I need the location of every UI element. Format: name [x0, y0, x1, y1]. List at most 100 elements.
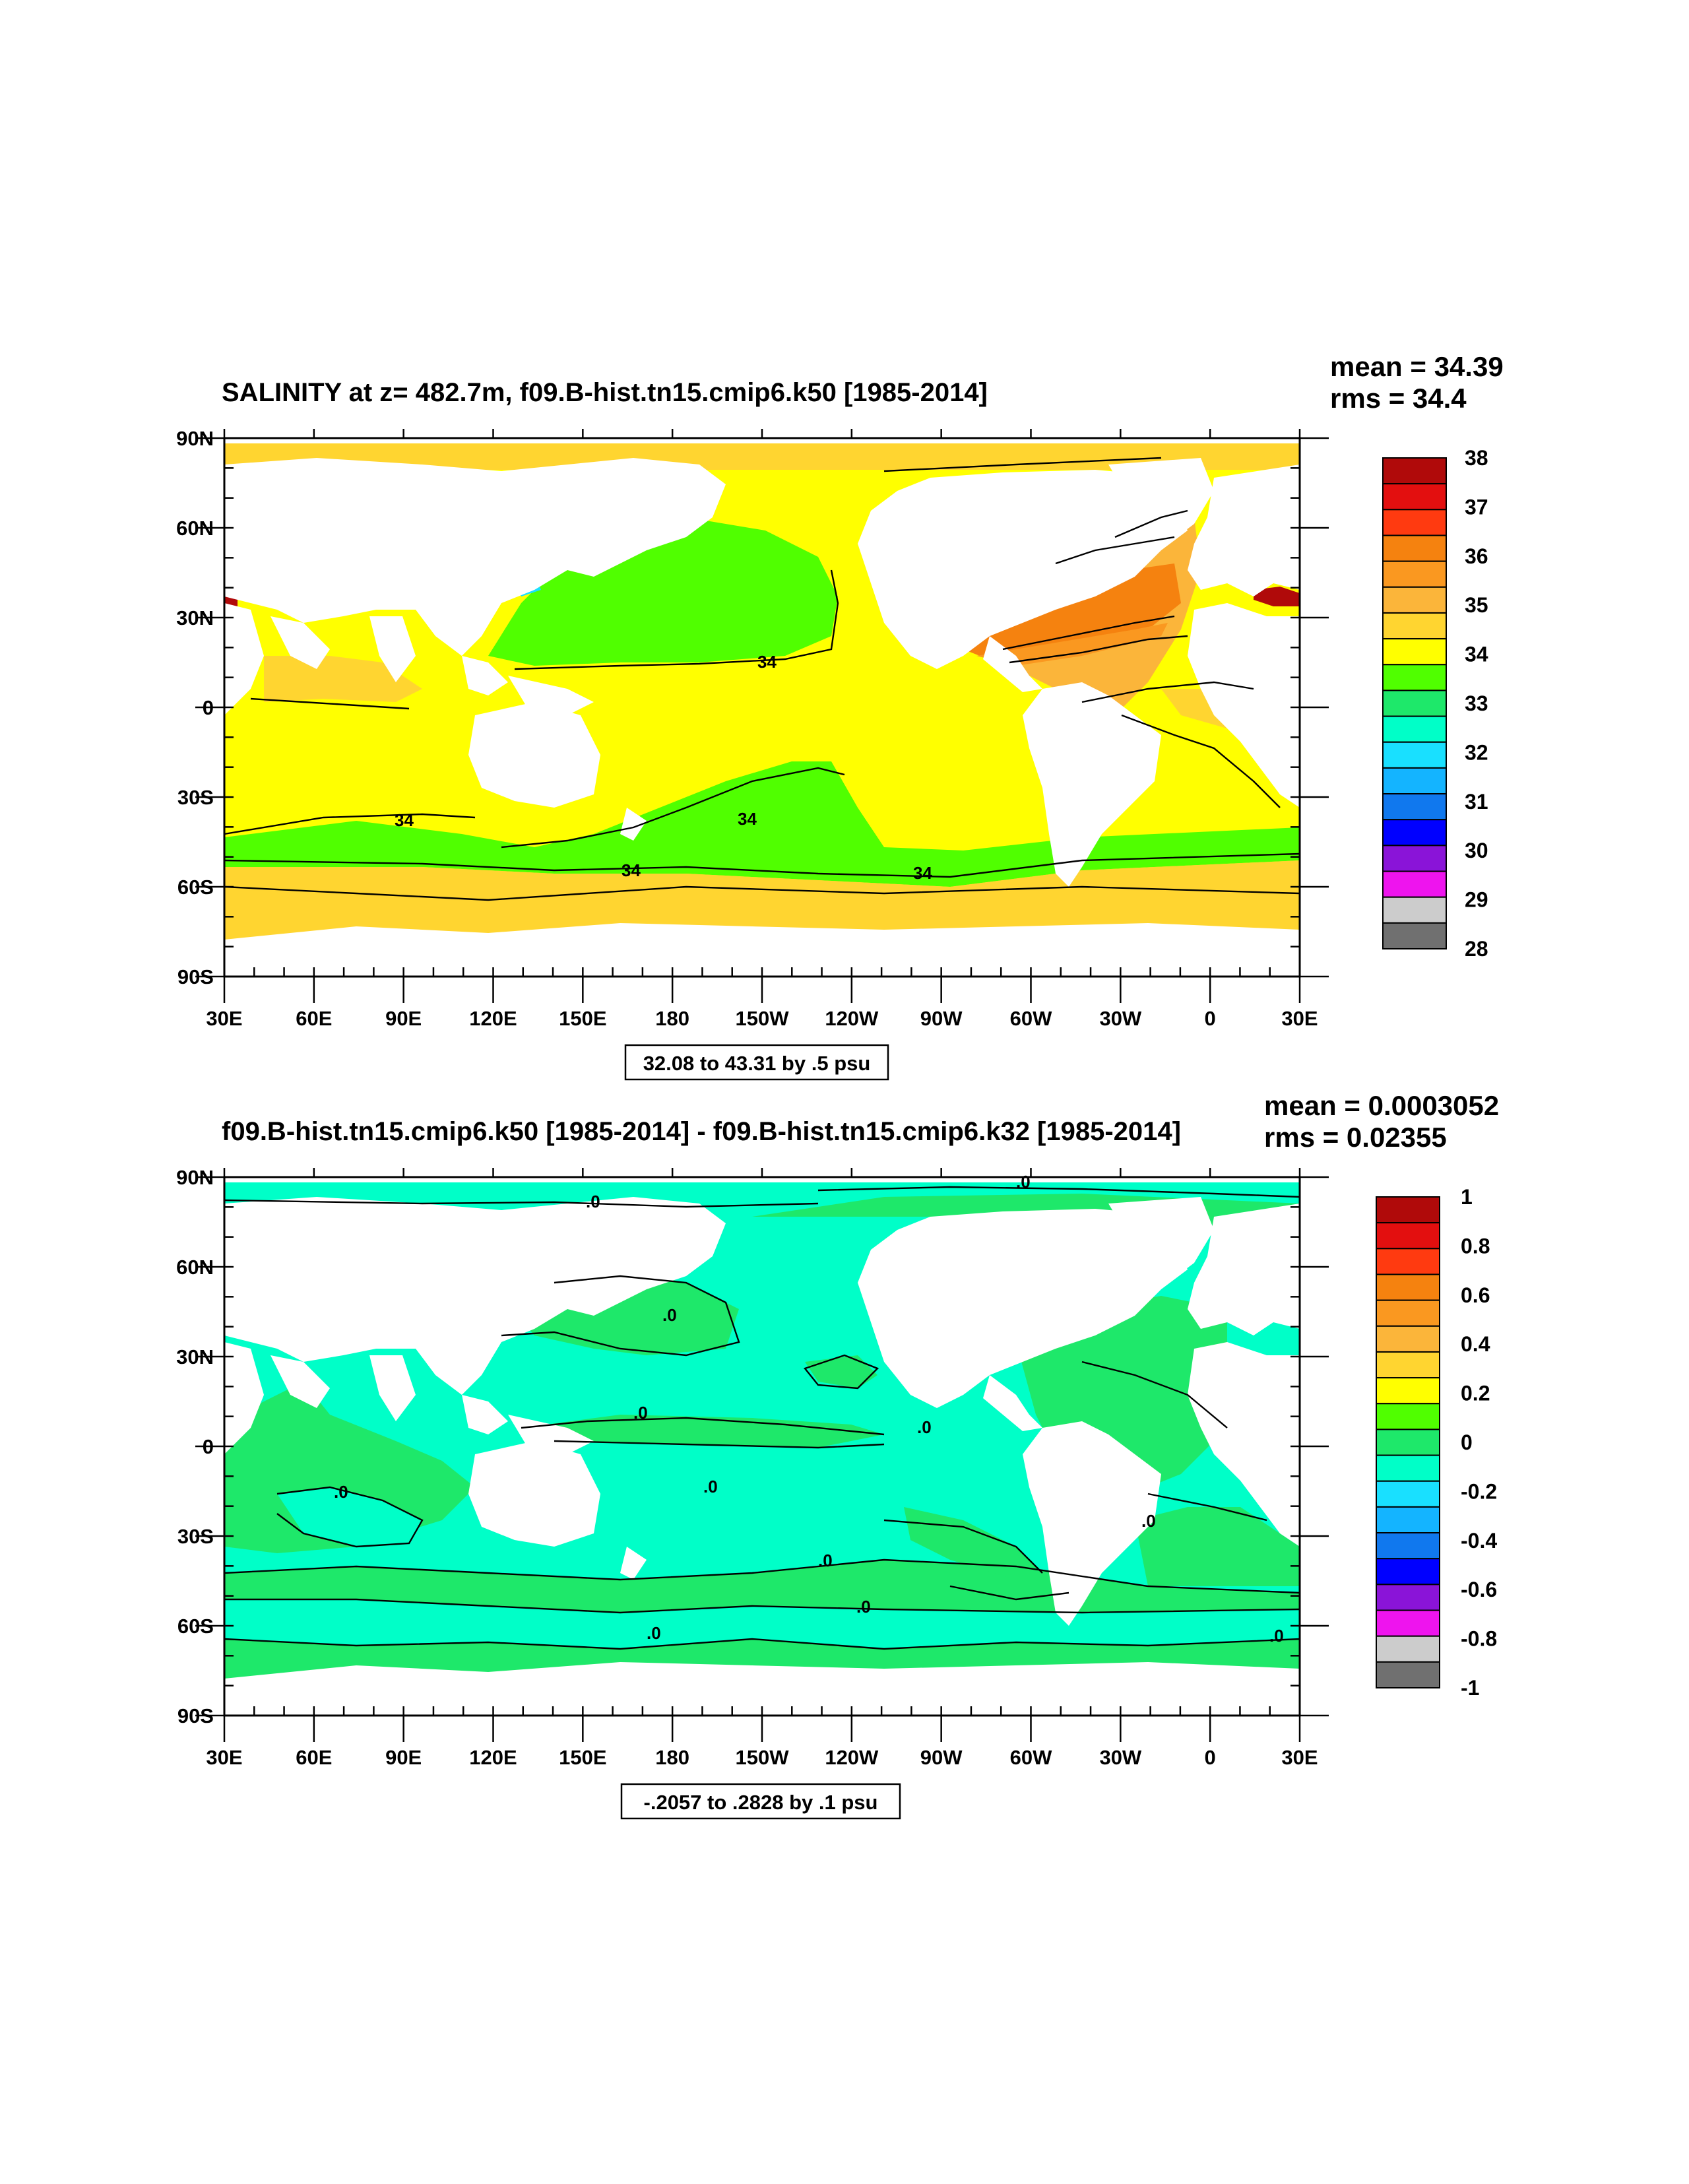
lat-tick-label: 30S [177, 1525, 214, 1548]
contour-label: .0 [1141, 1511, 1156, 1531]
contour-label: 34 [395, 810, 414, 830]
colorbar-label: 34 [1465, 643, 1488, 666]
colorbar-swatch [1376, 1325, 1440, 1353]
colorbar-swatch [1382, 845, 1447, 872]
lon-tick-label: 150W [736, 1007, 790, 1030]
colorbar-swatch [1382, 690, 1447, 717]
colorbar-swatch [1376, 1609, 1440, 1637]
colorbar-label: 28 [1465, 937, 1488, 961]
contour-lines [224, 1186, 1300, 1650]
lon-tick-label: 90W [920, 1007, 963, 1030]
info-text: 32.08 to 43.31 by .5 psu [643, 1052, 871, 1075]
colorbar-swatch [1382, 767, 1447, 795]
lat-axis: 90N 60N 30N 0 30S 60S 90S [176, 1166, 214, 1727]
lon-tick-label: 120W [825, 1007, 879, 1030]
contour-label: .0 [334, 1482, 348, 1502]
lat-tick-label: 90N [176, 1166, 214, 1189]
lon-tick-label: 0 [1205, 1746, 1216, 1769]
lon-tick-label: 30E [206, 1746, 242, 1769]
colorbar-swatch [1376, 1222, 1440, 1250]
colorbar-swatch [1382, 819, 1447, 847]
contour-label-group: 34 34 34 34 34 [395, 652, 932, 883]
colorbar-swatch [1376, 1196, 1440, 1224]
colorbar-swatch [1376, 1429, 1440, 1456]
colorbar-swatch [1376, 1403, 1440, 1430]
mean-value: mean = 34.39 [1330, 351, 1504, 382]
lon-tick-label: 180 [655, 1746, 689, 1769]
panel-salinity: SALINITY at z= 482.7m, f09.B-hist.tn15.c… [176, 351, 1504, 1081]
map-field [224, 438, 1300, 977]
colorbar-label: 31 [1465, 790, 1488, 814]
colorbar-swatch [1382, 586, 1447, 614]
panel-difference: f09.B-hist.tn15.cmip6.k50 [1985-2014] - … [176, 1090, 1499, 1820]
mean-value: mean = 0.0003052 [1264, 1090, 1499, 1121]
lon-tick-label: 30W [1099, 1007, 1141, 1030]
info-box [624, 1044, 889, 1081]
colorbar-swatch [1382, 483, 1447, 511]
info-text: -.2057 to .2828 by .1 psu [644, 1791, 878, 1814]
lon-tick-label: 30E [1281, 1007, 1318, 1030]
contour-label: .0 [662, 1305, 677, 1325]
colorbar-swatch [1382, 922, 1447, 950]
colorbar-swatch [1376, 1635, 1440, 1663]
contour-label: 34 [913, 863, 932, 883]
map-field [224, 1177, 1300, 1716]
colorbar-swatch [1382, 741, 1447, 769]
contour-label: .0 [1016, 1172, 1031, 1192]
contour-lines [224, 457, 1300, 901]
colorbar-label: 32 [1465, 740, 1488, 764]
lon-tick-label: 60E [296, 1007, 332, 1030]
lon-tick-label: 60E [296, 1746, 332, 1769]
colorbar-swatch [1382, 715, 1447, 743]
lat-tick-label: 30N [176, 606, 214, 629]
contour-label: .0 [917, 1417, 932, 1437]
colorbar-swatch [1382, 509, 1447, 536]
lon-tick-label: 120E [469, 1007, 517, 1030]
colorbar-label: 1 [1461, 1185, 1473, 1209]
colorbar-swatch [1376, 1661, 1440, 1688]
colorbar-swatch [1382, 793, 1447, 821]
lon-tick-label: 150E [559, 1007, 606, 1030]
colorbar-swatch [1382, 612, 1447, 640]
colorbar-swatch [1376, 1506, 1440, 1534]
colorbar-swatch [1376, 1558, 1440, 1586]
contour-label-group: .0 .0 .0 .0 .0 .0 .0 .0 .0 .0 .0 .0 [334, 1172, 1284, 1646]
lon-tick-label: 90E [385, 1746, 422, 1769]
colorbar-label: 0.8 [1461, 1234, 1490, 1258]
colorbar-label: -0.6 [1461, 1578, 1497, 1601]
colorbar-swatch [1382, 664, 1447, 691]
rms-value: rms = 34.4 [1330, 383, 1467, 414]
contour-label: 34 [757, 652, 777, 672]
lon-tick-label: 60W [1010, 1007, 1052, 1030]
lon-tick-label: 150W [736, 1746, 790, 1769]
lon-tick-label: 60W [1010, 1746, 1052, 1769]
colorbar-label: 35 [1465, 593, 1488, 617]
lat-tick-label: 0 [203, 1435, 214, 1458]
colorbar-label: 0.6 [1461, 1283, 1490, 1307]
contour-label: .0 [633, 1403, 648, 1423]
lat-tick-label: 60N [176, 1256, 214, 1279]
lon-tick-label: 150E [559, 1746, 606, 1769]
lat-tick-label: 30S [177, 786, 214, 809]
rms-value: rms = 0.02355 [1264, 1122, 1447, 1153]
colorbar-label: 30 [1465, 839, 1488, 862]
lat-tick-label: 60N [176, 517, 214, 540]
colorbar-label: 29 [1465, 888, 1488, 912]
lon-tick-label: 180 [655, 1007, 689, 1030]
lon-tick-label: 0 [1205, 1007, 1216, 1030]
contour-label: .0 [703, 1477, 718, 1496]
lat-tick-label: 90S [177, 1704, 214, 1727]
colorbar-label: 0.2 [1461, 1382, 1490, 1405]
lon-axis: 30E 60E 90E 120E 150E 180 150W 120W 90W 60W 30W 0 30… [206, 1007, 1318, 1030]
lon-tick-label: 30E [1281, 1746, 1318, 1769]
colorbar-label: -0.2 [1461, 1479, 1497, 1503]
colorbar-swatch [1376, 1377, 1440, 1405]
colorbar-swatch [1382, 534, 1447, 562]
lat-tick-label: 60S [177, 876, 214, 899]
panel-title: SALINITY at z= 482.7m, f09.B-hist.tn15.c… [222, 378, 988, 407]
contour-label: 34 [621, 860, 641, 880]
colorbar-label: 38 [1465, 446, 1488, 470]
info-box [620, 1783, 901, 1820]
colorbar-label: 0.4 [1461, 1332, 1490, 1356]
